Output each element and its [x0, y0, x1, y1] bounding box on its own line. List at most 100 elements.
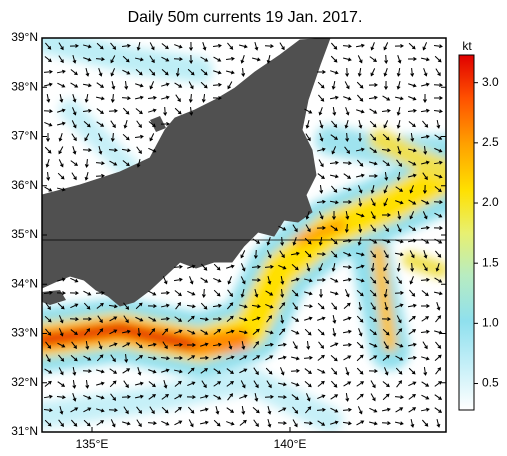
arrow [382, 133, 390, 141]
arrow [316, 277, 326, 282]
arrow [423, 366, 428, 376]
arrow [72, 94, 77, 103]
arrow [434, 55, 442, 63]
arrow [381, 213, 391, 217]
arrow [96, 108, 104, 115]
colorbar-tick-label: 2.0 [482, 195, 499, 209]
arrow [58, 328, 64, 337]
arrow [342, 421, 352, 426]
arrow [356, 393, 364, 401]
arrow [420, 108, 430, 113]
arrow [122, 55, 130, 63]
arrow [330, 380, 338, 388]
arrow [304, 381, 312, 388]
arrow [382, 354, 390, 361]
arrow [383, 185, 388, 194]
arrow [395, 407, 404, 413]
arrow [407, 303, 417, 308]
arrow [292, 419, 298, 428]
arrow [44, 186, 53, 192]
arrow [136, 146, 142, 155]
arrow [408, 225, 417, 231]
arrow [212, 342, 222, 347]
arrow [72, 379, 77, 389]
arrow [123, 120, 128, 129]
arrow [264, 264, 274, 269]
arrow [227, 393, 234, 401]
arrow [58, 354, 65, 362]
arrow [303, 355, 313, 360]
arrow [433, 44, 443, 49]
arrow [252, 355, 261, 361]
arrow [267, 406, 272, 415]
arrow [58, 367, 64, 376]
arrow [148, 108, 157, 113]
arrow [410, 67, 415, 77]
arrow [370, 393, 376, 402]
arrow [267, 419, 272, 428]
arrow [319, 133, 324, 142]
arrow [423, 68, 428, 77]
arrow [292, 302, 298, 311]
arrow [355, 43, 365, 48]
arrow [226, 407, 235, 413]
arrow [137, 367, 142, 376]
arrow [124, 80, 129, 90]
arrow [96, 408, 105, 413]
arrow [213, 56, 222, 62]
arrow [318, 211, 324, 220]
arrow [408, 394, 416, 400]
arrow [435, 263, 440, 272]
arrow [123, 406, 129, 415]
arrow [420, 329, 430, 334]
arrow [46, 171, 51, 181]
arrow [149, 328, 156, 336]
arrow [277, 342, 287, 347]
arrow [434, 134, 443, 140]
arrow [122, 133, 130, 141]
arrow [72, 393, 77, 402]
arrow [394, 252, 404, 257]
arrow [421, 199, 430, 205]
arrow [396, 224, 402, 233]
arrow [434, 186, 442, 193]
arrow [395, 355, 404, 361]
arrow [238, 330, 248, 335]
arrow [369, 316, 378, 322]
arrow [368, 174, 378, 178]
arrow [58, 419, 64, 427]
arrow [423, 250, 428, 259]
arrow [110, 42, 117, 50]
arrow [213, 70, 222, 75]
arrow [149, 42, 155, 51]
arrow [58, 133, 63, 142]
arrow [331, 120, 338, 128]
arrow [356, 420, 365, 426]
arrow [72, 146, 77, 155]
arrow [343, 355, 352, 361]
arrow [279, 302, 286, 310]
arrow [358, 223, 363, 233]
arrow [212, 303, 222, 308]
arrow [149, 133, 155, 142]
lat-label: 38°N [11, 79, 38, 93]
arrow [254, 392, 259, 402]
arrow [187, 264, 196, 269]
arrow [239, 419, 247, 426]
arrow [174, 420, 183, 426]
arrow [96, 420, 105, 426]
arrow [316, 407, 326, 412]
arrow [121, 96, 131, 101]
arrow [396, 119, 401, 129]
arrow [70, 329, 78, 336]
arrow [70, 303, 79, 309]
arrow [45, 341, 52, 349]
arrow [200, 329, 209, 335]
arrow [381, 317, 391, 322]
arrow [57, 342, 66, 348]
arrow [161, 43, 169, 50]
arrow [70, 354, 78, 362]
arrow [266, 250, 272, 259]
arrow [82, 108, 92, 113]
arrow [173, 369, 183, 374]
